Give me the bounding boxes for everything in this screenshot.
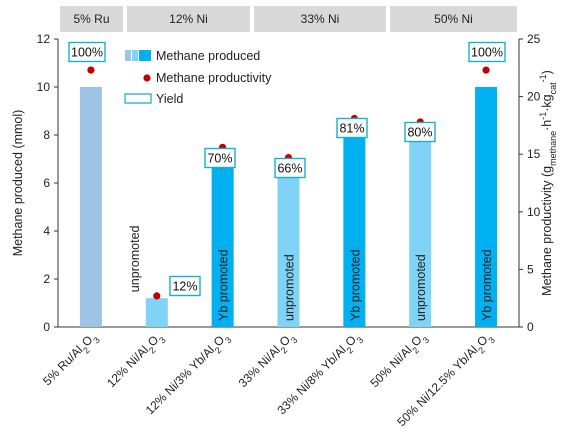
legend-label: Yield [156, 92, 183, 106]
legend-swatch-1 [125, 50, 131, 61]
group-headers: 5% Ru 12% Ni 33% Ni 50% Ni [60, 6, 517, 32]
y-right-tick-label: 15 [527, 147, 541, 161]
bar-annotation: Yb promoted [348, 249, 362, 321]
yield-label: 70% [207, 152, 232, 166]
yield-box [68, 41, 106, 63]
y-tick-label: 2 [43, 272, 50, 286]
legend-swatch-2 [132, 50, 138, 61]
group-header-label: 12% Ni [169, 12, 208, 26]
bar-annotation: unpromoted [283, 254, 297, 321]
y-tick-label: 4 [43, 224, 50, 238]
category-label: 5% Ru/Al2O3 [40, 329, 102, 391]
group-header-label: 50% Ni [434, 12, 473, 26]
yield-label: 66% [277, 162, 302, 176]
group-header-box [60, 6, 123, 32]
bar-annotation: Yb promoted [480, 249, 494, 321]
yield-box [204, 147, 236, 169]
yield-label: 100% [471, 46, 503, 60]
bar [145, 298, 168, 327]
yield-label: 12% [172, 280, 197, 294]
group-header-box [254, 6, 386, 32]
bars [79, 87, 498, 327]
y-tick-label: 6 [43, 176, 50, 190]
bar-annotation: Yb promoted [217, 249, 231, 321]
y-right-tick-label: 25 [527, 32, 541, 46]
legend-swatch-3 [139, 50, 151, 61]
yield-labels: 100% 12% 70% 66% 81% 80% 100% [68, 41, 506, 297]
legend-yield-box [124, 93, 152, 104]
y-right-axis-title: Methane productivity (gmethane·h-1·kgcat… [538, 70, 558, 296]
bar [409, 135, 432, 327]
bar [79, 87, 102, 327]
y-right-tick-label: 0 [527, 320, 534, 334]
yield-box [274, 157, 306, 179]
bar [343, 132, 366, 327]
y-tick-label: 8 [43, 128, 50, 142]
group-header-label: 33% Ni [301, 12, 340, 26]
legend-marker [143, 74, 151, 82]
axes: 0 2 4 6 8 10 12 0 5 10 15 20 25 Methane produced (mmo… [11, 32, 558, 334]
y-tick-label: 10 [37, 80, 51, 94]
legend-label: Methane productivity [156, 71, 272, 85]
y-tick-label: 0 [43, 320, 50, 334]
bar-labels: unpromoted Yb promoted unpromoted Yb promot… [128, 225, 494, 321]
bar [475, 87, 498, 327]
y-right-tick-label: 10 [527, 205, 541, 219]
category-label: 50% Ni/Al2O3 [367, 329, 431, 393]
y-axis-title: Methane produced (mmol) [11, 110, 25, 257]
yield-label: 81% [339, 122, 364, 136]
group-header-box [127, 6, 250, 32]
category-label: 33% Ni/Al2O3 [236, 329, 300, 393]
yield-box [336, 117, 368, 139]
bar-annotation: unpromoted [128, 225, 142, 292]
yield-box [404, 121, 436, 143]
yield-box [169, 275, 201, 297]
group-header-label: 5% Ru [73, 12, 109, 26]
legend: Methane produced Methane productivity Yiel… [124, 49, 272, 106]
bar-annotation: unpromoted [414, 254, 428, 321]
bar [211, 159, 234, 327]
yield-label: 100% [71, 46, 103, 60]
productivity-markers [87, 66, 490, 300]
group-header-box [390, 6, 517, 32]
productivity-point [153, 292, 161, 300]
category-label: 50% Ni/12.5% Yb/Al2O3 [394, 329, 497, 432]
productivity-point [482, 66, 490, 74]
yield-box [468, 41, 506, 63]
y-tick-label: 12 [37, 32, 51, 46]
category-label: 12% Ni/Al2O3 [104, 329, 168, 393]
yield-label: 80% [407, 126, 432, 140]
productivity-point [87, 66, 95, 74]
legend-label: Methane produced [156, 49, 260, 63]
y-right-tick-label: 5 [527, 262, 534, 276]
y-right-tick-label: 20 [527, 90, 541, 104]
bar [277, 168, 300, 327]
